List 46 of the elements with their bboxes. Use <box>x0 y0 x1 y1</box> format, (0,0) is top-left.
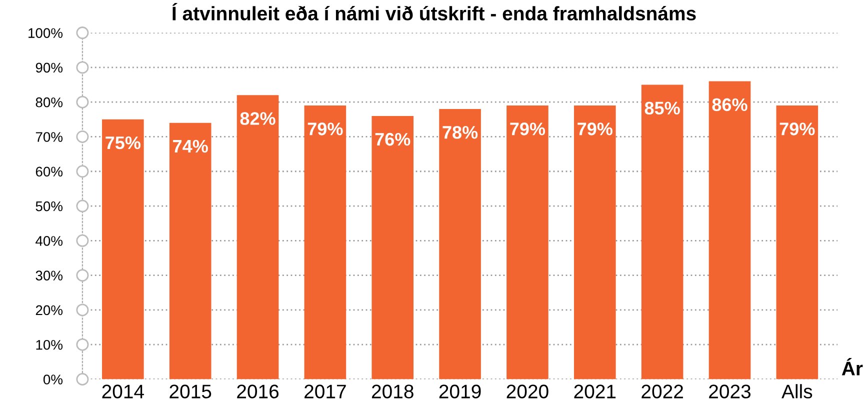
bar <box>439 109 481 380</box>
x-tick-label: Alls <box>782 384 812 398</box>
y-tick-label: 40% <box>36 236 63 246</box>
x-tick-label: 2021 <box>574 384 616 398</box>
bar <box>506 106 548 380</box>
data-label: 79% <box>510 122 546 136</box>
data-label: 86% <box>712 98 748 112</box>
y-tick-label: 30% <box>36 270 63 280</box>
data-label: 79% <box>578 122 612 136</box>
x-tick-label: 2022 <box>642 384 683 398</box>
x-tick-label: 2020 <box>506 384 548 398</box>
bar <box>169 122 212 380</box>
bar <box>236 95 279 380</box>
x-tick-label: 2015 <box>170 384 212 398</box>
x-tick-label: 2018 <box>372 384 414 398</box>
y-tick-label: 90% <box>36 62 63 73</box>
data-label: 79% <box>308 122 343 136</box>
bar <box>574 106 616 380</box>
y-tick-label: 0% <box>43 374 63 384</box>
data-label: 74% <box>173 140 208 153</box>
x-tick-label: 2023 <box>709 384 751 398</box>
x-tick-label: 2016 <box>237 384 279 398</box>
x-tick-label: 2017 <box>304 384 346 398</box>
y-tick-label: 10% <box>36 340 63 350</box>
y-tick-label: 20% <box>36 305 63 316</box>
x-tick-label: 2019 <box>439 384 481 398</box>
data-label: 75% <box>106 136 141 150</box>
bar <box>641 84 684 380</box>
y-tick-label: 80% <box>36 97 63 108</box>
y-tick-label: 60% <box>36 166 63 177</box>
data-label: 76% <box>375 132 410 146</box>
data-label: 82% <box>240 112 276 125</box>
x-tick-label: 2014 <box>102 384 144 398</box>
chart-title: Í atvinnuleit eða í námi við útskrift - enda framhaldsnáms <box>172 3 696 20</box>
y-tick-label: 100% <box>28 28 63 38</box>
data-label: 85% <box>644 102 680 115</box>
bar <box>776 106 818 380</box>
bar <box>708 81 751 380</box>
bar <box>102 119 144 380</box>
bar <box>372 116 414 380</box>
data-label: 78% <box>442 126 478 139</box>
bar <box>304 106 346 380</box>
x-axis-title: Ár <box>842 358 863 376</box>
data-label: 79% <box>780 122 815 136</box>
y-tick-label: 70% <box>36 132 63 142</box>
y-tick-label: 50% <box>36 201 63 212</box>
